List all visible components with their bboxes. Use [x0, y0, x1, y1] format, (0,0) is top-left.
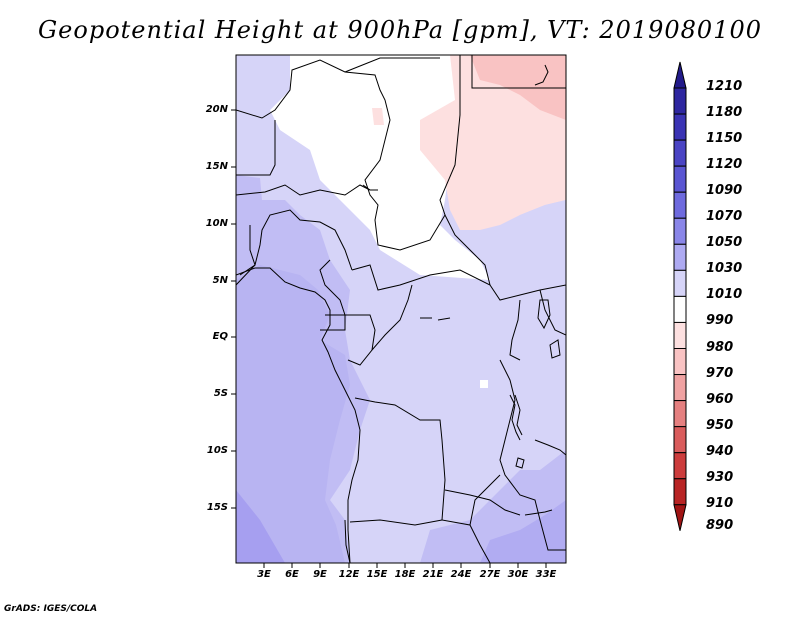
colorbar-bottom-arrow: [673, 504, 687, 531]
colorbar-label: 1150: [706, 131, 743, 147]
colorbar-label: 980: [706, 339, 734, 355]
colorbar-label: 1180: [706, 105, 743, 121]
colorbar-label: 910: [706, 495, 734, 511]
map-frame: [235, 54, 567, 564]
lon-label: 30E: [507, 569, 529, 580]
lon-label: 24E: [450, 569, 472, 580]
colorbar-label: 1030: [706, 261, 743, 277]
colorbar-swatch: [673, 426, 687, 454]
grads-credit: GrADS: IGES/COLA: [4, 604, 98, 614]
country-borders: [236, 55, 566, 563]
lon-label: 33E: [535, 569, 557, 580]
chart-title: Geopotential Height at 900hPa [gpm], VT:…: [38, 16, 762, 44]
colorbar-label: 960: [706, 391, 734, 407]
field-shading: [236, 55, 566, 563]
lon-label: 18E: [394, 569, 416, 580]
lat-label: 15N: [205, 161, 228, 172]
lon-ticks: [263, 563, 547, 568]
colorbar-swatch: [673, 191, 687, 219]
colorbar-label: 1070: [706, 209, 743, 225]
colorbar-swatch: [673, 243, 687, 271]
lat-label: 10N: [205, 218, 228, 229]
lon-label: 12E: [338, 569, 360, 580]
colorbar-swatch: [673, 269, 687, 297]
lon-label: 3E: [257, 569, 271, 580]
colorbar-label: 1050: [706, 235, 743, 251]
lat-label: EQ: [212, 331, 228, 342]
colorbar-label: 890: [706, 517, 734, 533]
colorbar-label: 1090: [706, 183, 743, 199]
colorbar-swatch: [673, 321, 687, 350]
colorbar: [673, 61, 687, 531]
colorbar-swatch: [673, 139, 687, 167]
colorbar-label: 970: [706, 365, 734, 381]
colorbar-swatch: [673, 217, 687, 245]
colorbar-label: 1010: [706, 287, 743, 303]
lat-label: 10S: [206, 445, 228, 456]
lon-label: 21E: [422, 569, 444, 580]
colorbar-label: 1120: [706, 157, 743, 173]
colorbar-swatch: [673, 165, 687, 193]
colorbar-label: 1210: [706, 79, 743, 94]
colorbar-top-arrow: [673, 61, 687, 89]
lon-label: 15E: [366, 569, 388, 580]
colorbar-swatch: [673, 295, 687, 323]
colorbar-swatch: [673, 374, 687, 402]
lat-label: 20N: [205, 104, 228, 115]
lat-label: 5S: [213, 388, 228, 399]
colorbar-swatch: [673, 348, 687, 376]
colorbar-label: 940: [706, 443, 734, 459]
colorbar-label: 930: [706, 469, 734, 485]
colorbar-swatch: [673, 87, 687, 115]
colorbar-swatch: [673, 113, 687, 141]
lat-ticks: [231, 109, 236, 509]
colorbar-label: 950: [706, 417, 734, 433]
lon-label: 6E: [285, 569, 299, 580]
lon-label: 27E: [479, 569, 501, 580]
lon-label: 9E: [313, 569, 327, 580]
colorbar-swatch: [673, 400, 687, 428]
lat-label: 5N: [212, 275, 228, 286]
colorbar-swatch: [673, 478, 687, 506]
lat-label: 15S: [206, 502, 228, 513]
colorbar-label: 990: [706, 313, 734, 329]
colorbar-swatch: [673, 452, 687, 480]
